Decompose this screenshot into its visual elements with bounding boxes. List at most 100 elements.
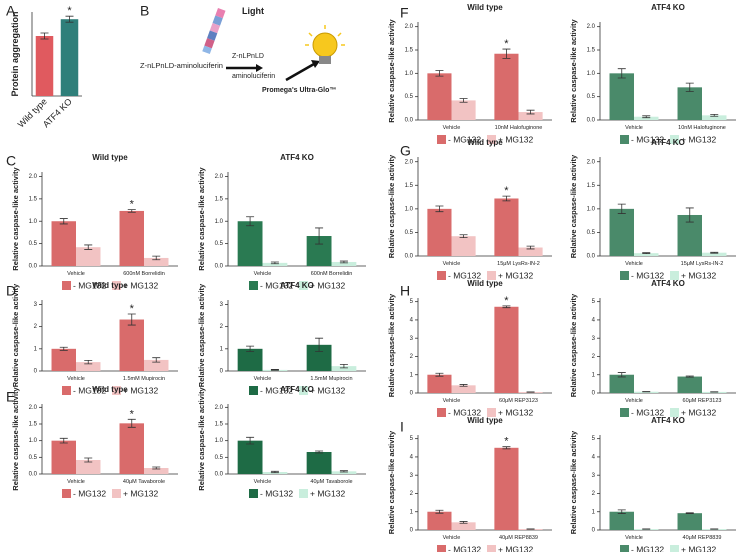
x-tick-label: Vehicle [625,125,643,131]
arrow [285,62,315,82]
legend-label: - MG132 [260,385,293,395]
x-tick-label: Vehicle [443,398,461,404]
x-tick-label: 40μM Tavaborole [123,479,165,485]
legend-label: - MG132 [73,385,106,395]
chart-title: ATF4 KO [651,279,685,288]
legend-swatch [487,545,496,552]
y-tick-label: 1.0 [587,71,596,77]
y-tick-label: 1.0 [405,206,414,212]
error-bar [315,450,324,454]
y-tick-label: 1.5 [587,48,596,54]
y-tick-label: 2.0 [405,159,414,165]
bar [60,19,79,97]
y-tick-label: 0.0 [405,118,414,124]
legend-label: + MG132 [498,134,533,144]
error-bar [270,261,279,265]
y-tick-label: 2.0 [215,405,224,411]
legend-label: + MG132 [681,544,716,552]
error-bar [685,512,694,514]
y-axis-label: Relative caspase-like activity [569,18,578,122]
error-bar [459,521,468,524]
y-axis-label: Relative caspase-like activity [569,293,578,397]
bar [702,115,727,120]
y-tick-label: 2 [410,354,414,360]
x-tick-label: Vehicle [67,376,85,382]
error-bar [459,98,468,103]
error-bar [617,68,626,79]
y-axis-label: Relative caspase-like activity [387,430,396,534]
y-tick-label: 0.5 [29,241,38,247]
error-bar [40,32,49,40]
x-tick-label: Vehicle [625,261,643,267]
y-tick-label: 1.5 [29,196,38,202]
x-tick-label: Vehicle [67,271,85,277]
bar [237,348,263,371]
x-tick-label: 40μM REP8839 [499,535,538,541]
chart: Wild type Relative caspase-like activity 0… [11,153,178,290]
bar [119,210,144,266]
bar [331,471,357,474]
chart-title: ATF4 KO [280,153,314,162]
substrate-label: Z-nLPnLD-aminoluciferin [140,61,223,70]
bar [451,385,476,393]
y-tick-label: 4 [592,318,596,324]
y-tick-label: 3 [220,302,224,308]
y-tick-label: 4 [410,318,414,324]
y-tick-label: 0 [410,528,414,534]
error-bar [270,470,279,474]
error-bar [152,466,161,470]
y-tick-label: 0.5 [405,230,414,236]
y-tick-label: 0.5 [29,455,38,461]
error-bar [315,227,324,245]
legend-label: + MG132 [498,544,533,552]
y-axis-label: Relative caspase-like activity [11,166,20,270]
x-tick-label: 600nM Borrelidin [311,271,353,277]
bar [119,423,144,474]
legend-swatch [670,271,679,280]
y-tick-label: 3 [592,336,596,342]
legend-label: - MG132 [448,270,481,280]
legend-label: + MG132 [681,407,716,417]
panel-label: B [140,3,149,19]
y-tick-label: 1.0 [405,71,414,77]
y-tick-label: 1 [592,509,596,515]
annotation: * [130,303,135,315]
y-tick-label: 5 [410,299,414,305]
y-axis-label: Relative caspase-like activity [387,293,396,397]
error-bar [84,359,93,365]
peptide-icon [202,8,226,54]
bar [494,53,519,120]
y-tick-label: 0.5 [587,230,596,236]
error-bar [642,115,651,119]
error-bar [710,114,719,117]
y-tick-label: 1 [410,372,414,378]
panel-label: H [400,283,410,299]
bar [494,198,519,256]
error-bar [246,345,255,352]
error-bar [526,245,535,250]
bar [331,366,357,371]
x-tick-label: Vehicle [254,271,272,277]
bar [51,221,76,266]
x-tick-label: 15μM LysRs-IN-2 [681,261,724,267]
legend-swatch [299,489,308,498]
bar [451,100,476,120]
legend-swatch [620,271,629,280]
error-bar [502,446,511,450]
legend-swatch [670,135,679,144]
chart: ATF4 KO Relative caspase-like activity 0 1 2… [569,279,736,417]
bar [609,73,634,120]
legend-swatch [112,281,121,290]
error-bar [459,384,468,387]
annotation: * [130,408,135,420]
bar [144,359,169,371]
error-bar [127,313,136,326]
y-axis-label: Relative caspase-like activity [569,430,578,534]
y-tick-label: 0.0 [215,472,224,478]
bar [677,513,702,530]
y-axis-label: Relative caspase-like activity [197,386,206,490]
y-tick-label: 5 [592,299,596,305]
chart: Wild type Relative caspase-like activity 0… [387,138,552,280]
legend-label: + MG132 [123,385,158,395]
